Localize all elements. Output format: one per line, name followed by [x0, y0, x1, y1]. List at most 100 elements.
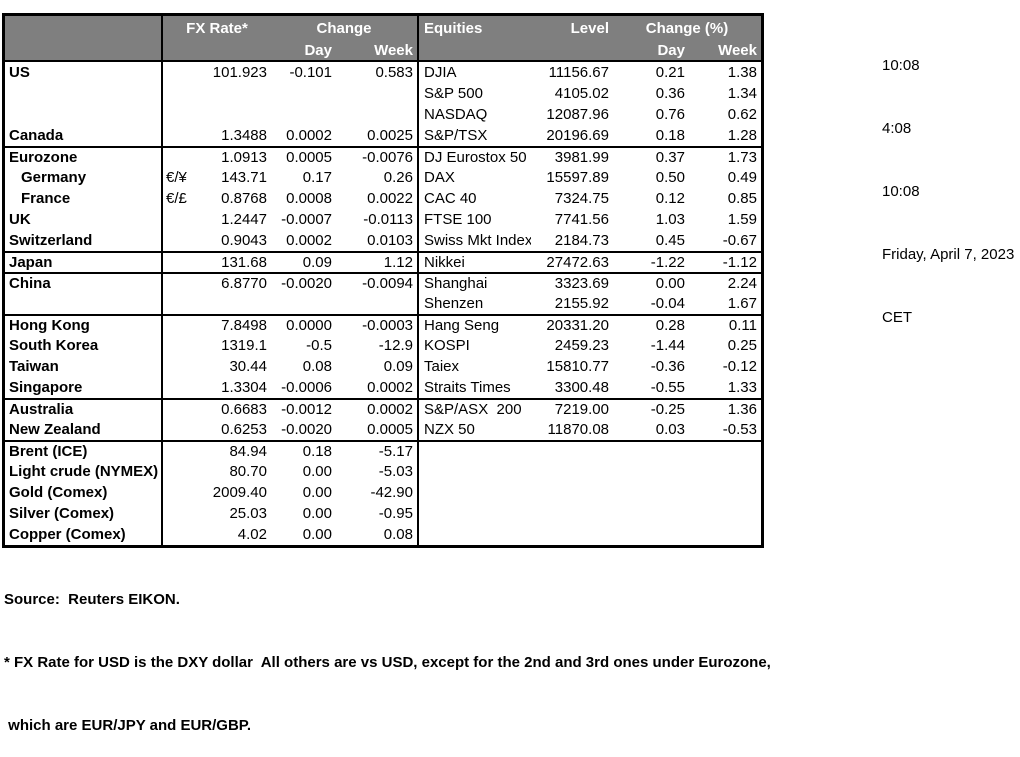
fx-day-change-cell: 0.17	[302, 169, 332, 186]
fx-day-change-cell: 0.00	[302, 505, 332, 522]
equity-week-change-cell: 1.59	[727, 211, 757, 228]
equity-level-cell: 27472.63	[531, 251, 613, 272]
equity-name-cell: Taiex	[417, 356, 531, 377]
equity-day-change-cell: 0.36	[655, 85, 685, 102]
equity-name-cell: Nikkei	[417, 251, 531, 272]
fx-rate-cell: 30.44	[229, 358, 267, 375]
fx-week-change-cell: -0.95	[378, 505, 413, 522]
fx-rate-cell: 4.02	[237, 526, 267, 543]
equity-week-change-cell: 2.24	[689, 272, 761, 293]
fx-week-change-cell: -12.9	[378, 337, 413, 354]
header-blank-cell	[417, 41, 531, 62]
equity-name-cell: Swiss Mkt Index	[417, 230, 531, 251]
fx-rate-cell	[206, 104, 271, 125]
equity-name-cell	[417, 440, 531, 461]
fx-rate-cell: 1.2447	[221, 211, 267, 228]
equity-week-change-cell: 1.36	[689, 398, 761, 419]
equity-week-change-cell: 1.38	[727, 64, 757, 81]
fx-day-change-cell	[271, 104, 336, 125]
currency-pair-cell	[161, 230, 206, 251]
equity-name-cell	[417, 461, 531, 482]
header-blank-cell	[531, 41, 613, 62]
currency-pair-cell: €/£	[161, 188, 206, 209]
fx-day-change-cell: 0.18	[271, 440, 336, 461]
equity-day-change-cell: 0.21	[655, 64, 685, 81]
fx-week-change-cell: 0.08	[383, 526, 413, 543]
equity-week-change-cell	[689, 524, 761, 545]
country-cell: Silver (Comex)	[9, 505, 115, 522]
footnote-line-2: which are EUR/JPY and EUR/GBP.	[4, 717, 252, 734]
equity-day-change-cell: -1.22	[613, 251, 689, 272]
currency-pair-cell	[161, 125, 206, 146]
equity-level-cell: 15597.89	[546, 169, 609, 186]
fx-day-change-cell: 0.0002	[286, 232, 332, 249]
equity-week-change-cell: 0.85	[727, 190, 757, 207]
country-cell: Japan	[5, 251, 161, 272]
equity-week-change-cell: 0.49	[727, 169, 757, 186]
timestamp-block: 10:08 4:08 10:08 Friday, April 7, 2023 C…	[882, 13, 1014, 349]
header-level: Level	[531, 16, 613, 41]
equity-level-cell: 15810.77	[546, 358, 609, 375]
currency-pair-cell	[161, 440, 206, 461]
equity-week-change-cell: 1.67	[727, 295, 757, 312]
fx-week-change-cell: 0.0025	[367, 127, 413, 144]
fx-rate-cell: 0.6253	[221, 421, 267, 438]
currency-pair-cell: €/¥	[161, 167, 206, 188]
fx-week-change-cell: 0.0022	[367, 190, 413, 207]
fx-week-change-cell	[336, 83, 417, 104]
equity-level-cell: 3300.48	[554, 379, 609, 396]
equity-week-change-cell	[689, 482, 761, 503]
currency-pair-cell	[161, 83, 206, 104]
equity-name-cell: S&P/TSX	[417, 125, 531, 146]
currency-pair-cell	[161, 398, 206, 419]
currency-pair-cell	[161, 293, 206, 314]
equity-day-change-cell: -0.04	[650, 295, 685, 312]
equity-level-cell: 7741.56	[554, 211, 609, 228]
country-cell: Switzerland	[9, 232, 93, 249]
fx-day-change-cell: -0.101	[289, 64, 332, 81]
fx-week-change-cell: 0.0002	[336, 398, 417, 419]
equity-name-cell: Shanghai	[417, 272, 531, 293]
fx-rate-cell	[206, 293, 271, 314]
equity-day-change-cell: -0.36	[650, 358, 685, 375]
fx-day-change-cell	[271, 83, 336, 104]
equity-level-cell: 2155.92	[554, 295, 609, 312]
country-cell: Taiwan	[9, 358, 59, 375]
equity-name-cell	[417, 524, 531, 545]
equity-day-change-cell: -0.55	[650, 379, 685, 396]
market-data-table: FX Rate* Change Equities Level Change (%…	[2, 13, 764, 548]
country-cell: China	[5, 272, 161, 293]
equity-week-change-cell: 1.33	[727, 379, 757, 396]
equity-day-change-cell	[613, 482, 689, 503]
source-line: Source: Reuters EIKON.	[4, 591, 180, 608]
fx-week-change-cell: 0.26	[383, 169, 413, 186]
equity-day-change-cell: -1.44	[650, 337, 685, 354]
equity-name-cell: KOSPI	[417, 335, 531, 356]
equity-name-cell: NZX 50	[417, 419, 531, 440]
equity-name-cell: DJIA	[417, 62, 531, 83]
country-cell: New Zealand	[9, 421, 101, 438]
currency-pair-cell	[161, 146, 206, 167]
header-eq-week: Week	[689, 41, 761, 62]
currency-pair-cell	[161, 377, 206, 398]
equity-day-change-cell: 0.28	[613, 314, 689, 335]
equity-name-cell	[417, 503, 531, 524]
fx-week-change-cell: 0.09	[383, 358, 413, 375]
fx-rate-cell: 1.0913	[206, 146, 271, 167]
equity-level-cell	[531, 461, 613, 482]
fx-day-change-cell: -0.0020	[271, 272, 336, 293]
equity-week-change-cell: 0.62	[727, 106, 757, 123]
country-cell: Brent (ICE)	[5, 440, 161, 461]
currency-pair-cell	[161, 503, 206, 524]
equity-day-change-cell: 0.45	[655, 232, 685, 249]
timezone-label: CET	[882, 309, 912, 326]
equity-level-cell	[531, 440, 613, 461]
equity-day-change-cell: 0.37	[613, 146, 689, 167]
fx-day-change-cell: -0.0012	[271, 398, 336, 419]
fx-day-change-cell: -0.5	[306, 337, 332, 354]
country-cell: US	[9, 64, 30, 81]
fx-week-change-cell: 0.0103	[367, 232, 413, 249]
currency-pair-cell	[161, 356, 206, 377]
fx-day-change-cell: 0.0000	[271, 314, 336, 335]
fx-day-change-cell	[271, 293, 336, 314]
